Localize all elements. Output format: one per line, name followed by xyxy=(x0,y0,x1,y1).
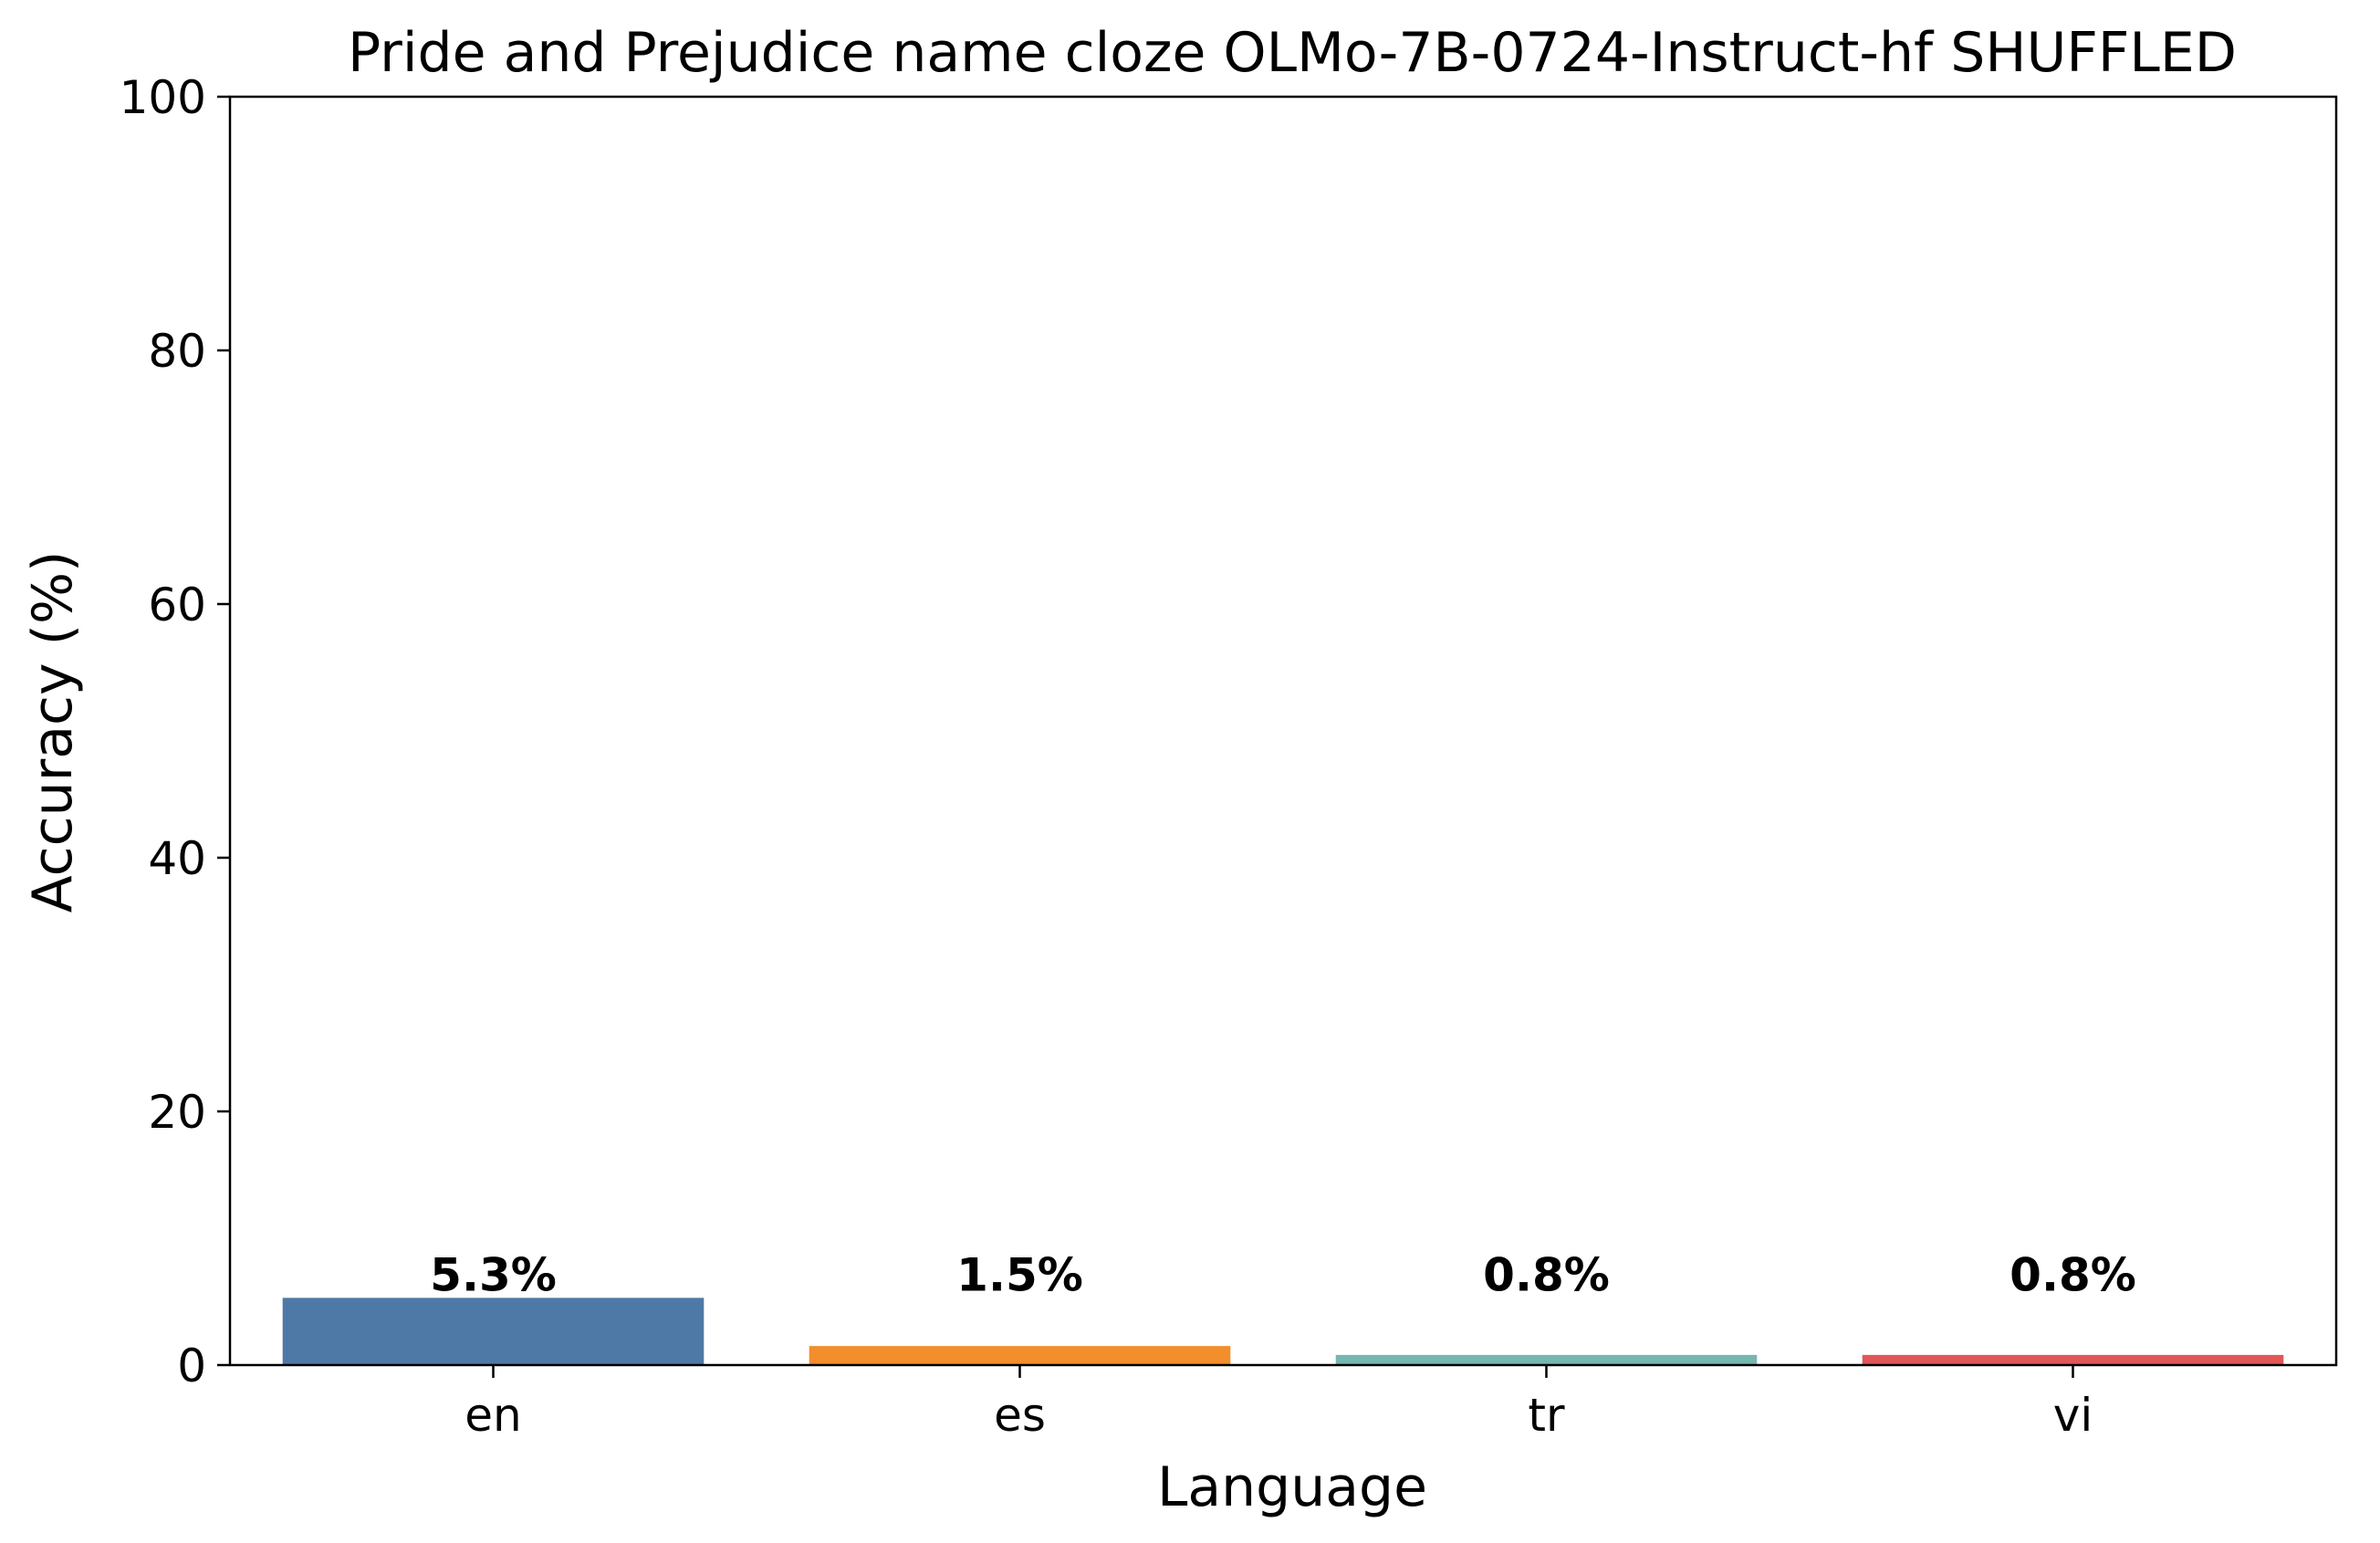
y-tick-label-20: 20 xyxy=(148,1086,206,1139)
plot-frame xyxy=(228,95,2338,1367)
data-label-en: 5.3% xyxy=(430,1248,557,1301)
data-label-vi: 0.8% xyxy=(2009,1248,2136,1301)
y-tick-label-80: 80 xyxy=(148,325,206,378)
x-tick-label-vi: vi xyxy=(2053,1389,2093,1442)
bar-en xyxy=(282,1298,705,1365)
plot-area: 5.3% 1.5% 0.8% 0.8% 0 20 40 60 80 100 en es tr vi xyxy=(120,71,2338,1442)
bar-vi xyxy=(1862,1354,2284,1365)
y-tick-label-0: 0 xyxy=(177,1340,206,1392)
x-tick-label-en: en xyxy=(465,1389,521,1442)
y-tick-label-60: 60 xyxy=(148,579,206,631)
data-label-tr: 0.8% xyxy=(1483,1248,1610,1301)
bar-es xyxy=(809,1346,1231,1365)
x-axis-label: Language xyxy=(1157,1455,1427,1519)
y-tick-label-40: 40 xyxy=(148,832,206,885)
data-label-es: 1.5% xyxy=(956,1248,1083,1301)
y-axis-label: Accuracy (%) xyxy=(21,551,85,913)
y-tick-label-100: 100 xyxy=(120,71,206,124)
x-tick-label-es: es xyxy=(994,1389,1046,1442)
chart-title: Pride and Prejudice name cloze OLMo-7B-0… xyxy=(348,21,2237,85)
bar-tr xyxy=(1335,1354,1758,1365)
x-tick-label-tr: tr xyxy=(1528,1389,1565,1442)
